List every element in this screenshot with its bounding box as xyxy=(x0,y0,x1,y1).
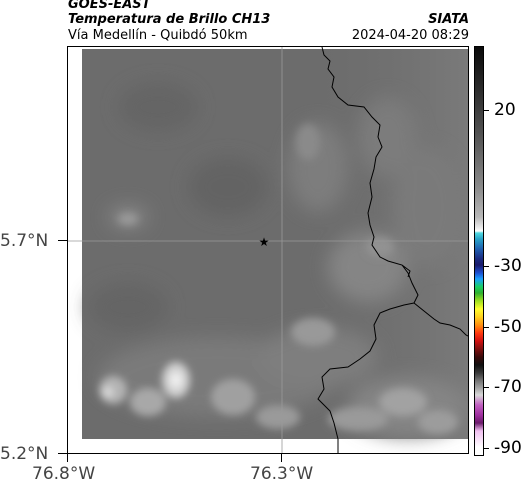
lat-tick-mark xyxy=(58,453,67,454)
colorbar-label: -70 xyxy=(494,377,522,397)
colorbar-tick xyxy=(484,110,489,111)
colorbar-label: 20 xyxy=(494,100,516,120)
lat-tick-mark xyxy=(58,240,67,241)
colorbar-tick xyxy=(484,327,489,328)
star-icon: ★ xyxy=(259,235,270,249)
route-subtitle: Vía Medellín - Quibdó 50km xyxy=(68,28,248,43)
colorbar-tick xyxy=(484,448,489,449)
department-border xyxy=(317,47,468,453)
lon-label: 76.8°W xyxy=(32,464,96,484)
colorbar-tick xyxy=(484,387,489,388)
source-label: SIATA xyxy=(428,12,469,27)
raster-layer xyxy=(82,49,468,439)
colorbar-label: -50 xyxy=(494,317,522,337)
colorbar-tick xyxy=(484,266,489,267)
colorbar xyxy=(474,46,484,456)
map-panel: ★ xyxy=(67,46,469,454)
brightness-temperature-map: ★ xyxy=(68,47,468,453)
product-title: Temperatura de Brillo CH13 xyxy=(68,12,271,27)
lat-label: 5.2°N xyxy=(0,444,49,464)
lon-tick-mark xyxy=(67,454,68,462)
lon-label: 76.3°W xyxy=(250,464,314,484)
lon-tick-mark xyxy=(281,454,282,462)
colorbar-label: -30 xyxy=(494,256,522,276)
lat-label: 5.7°N xyxy=(0,231,49,251)
datetime-label: 2024-04-20 08:29 xyxy=(351,28,469,43)
satellite-name: GOES-EAST xyxy=(68,0,151,12)
colorbar-label: -90 xyxy=(494,438,522,458)
